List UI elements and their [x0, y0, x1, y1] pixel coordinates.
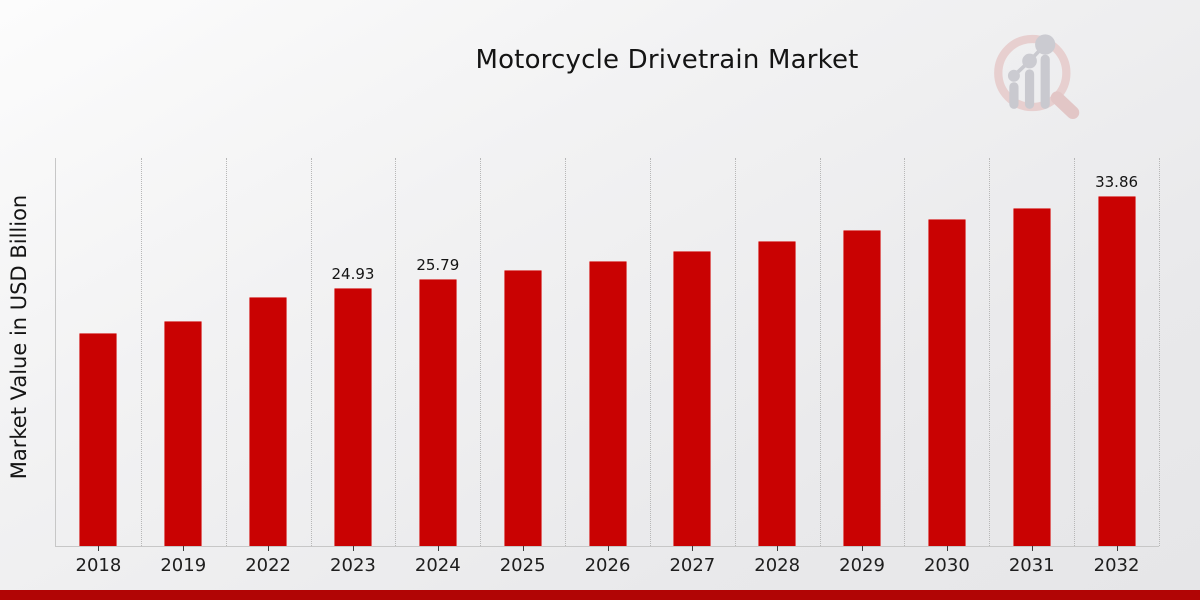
vertical-gridline [565, 158, 567, 546]
x-axis-label-2025: 2025 [499, 555, 546, 576]
x-axis-tick [1116, 546, 1118, 551]
x-axis-label-2023: 2023 [330, 555, 376, 576]
vertical-gridline [395, 158, 397, 546]
x-axis-label-2027: 2027 [669, 555, 716, 576]
y-axis-label: Market Value in USD Billion [7, 194, 31, 480]
x-axis-label-2029: 2029 [839, 555, 885, 576]
vertical-gridline [140, 158, 142, 546]
bar-value-label-2024: 25.79 [416, 256, 460, 274]
x-axis-label-2022: 2022 [245, 555, 292, 576]
bar-value-label-2032: 33.86 [1095, 173, 1139, 191]
vertical-gridline [649, 158, 651, 546]
bar-2029 [843, 230, 882, 546]
x-axis-tick [437, 546, 439, 551]
vertical-gridline [1159, 158, 1160, 546]
x-axis-tick [352, 546, 354, 551]
bar-2022 [249, 297, 288, 546]
bar-2019 [164, 321, 203, 546]
x-axis-label-2019: 2019 [160, 555, 207, 576]
x-axis-label-2031: 2031 [1008, 555, 1055, 576]
bar-2031 [1012, 208, 1051, 546]
bar-2030 [927, 219, 966, 546]
vertical-gridline [225, 158, 227, 546]
vertical-gridline [480, 158, 482, 546]
vertical-gridline [310, 158, 312, 546]
vertical-gridline [734, 158, 736, 546]
x-axis-label-2028: 2028 [754, 555, 801, 576]
plot-area: 2018 2019 2022 24.93 2023 25.79 2024 2025 2026 20… [55, 158, 1160, 576]
bar-2018 [79, 333, 118, 546]
x-axis-tick [946, 546, 948, 551]
x-axis-label-2032: 2032 [1093, 555, 1140, 576]
vertical-gridline [904, 158, 906, 546]
bar-2025 [503, 270, 542, 546]
bar-2027 [673, 251, 712, 546]
x-axis-label-2018: 2018 [75, 555, 122, 576]
bar-2024 [418, 279, 457, 546]
x-axis-label-2024: 2024 [414, 555, 461, 576]
bar-value-label-2023: 24.93 [331, 265, 375, 283]
x-axis-tick [268, 546, 270, 551]
x-axis-tick [777, 546, 779, 551]
x-axis-label-2030: 2030 [923, 555, 970, 576]
x-axis-tick [607, 546, 609, 551]
bar-2032 [1097, 196, 1136, 546]
bar-2023 [333, 288, 372, 546]
x-axis-tick [522, 546, 524, 551]
bar-2028 [758, 241, 797, 546]
vertical-gridline [819, 158, 821, 546]
x-axis-tick [692, 546, 694, 551]
footer-red-banner [0, 590, 1200, 600]
x-axis-label-2026: 2026 [584, 555, 631, 576]
x-axis-tick [862, 546, 864, 551]
bar-2026 [588, 261, 627, 546]
chart-title: Motorcycle Drivetrain Market [475, 45, 859, 75]
vertical-gridline [989, 158, 991, 546]
x-axis-tick [183, 546, 185, 551]
mrfr-watermark-logo-icon [994, 34, 1080, 119]
x-axis-tick [98, 546, 100, 551]
x-axis-tick [1031, 546, 1033, 551]
vertical-gridline [1074, 158, 1076, 546]
